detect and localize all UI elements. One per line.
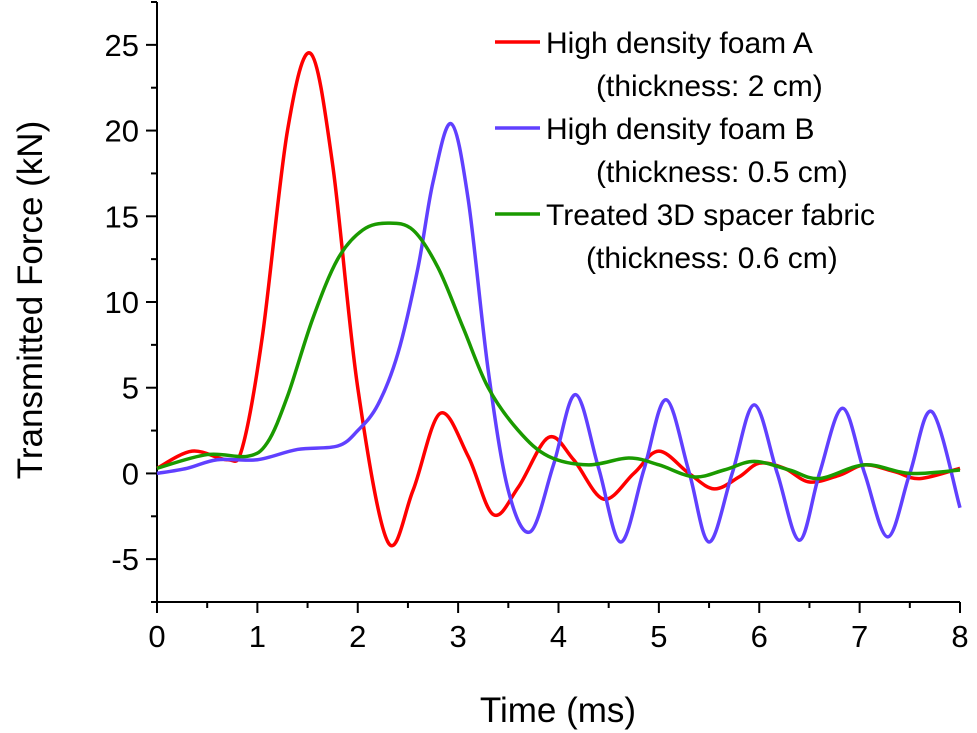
x-tick-label: 4 — [550, 619, 567, 654]
series-line-foam-a — [156, 51, 961, 548]
x-tick-label: 1 — [249, 619, 266, 654]
x-tick-label: 8 — [951, 619, 968, 654]
legend-sub-foam-a: (thickness: 2 cm) — [596, 70, 823, 103]
legend-sub-foam-b: (thickness: 0.5 cm) — [596, 156, 848, 189]
series-line-foam-b — [156, 121, 962, 544]
x-tick-label: 5 — [650, 619, 667, 654]
ticks: 0 1 2 3 4 5 6 7 8 -5 0 5 10 15 20 25 — [105, 1, 969, 654]
series-line-spacer — [156, 221, 961, 481]
y-tick-label: 15 — [105, 199, 139, 234]
axes — [156, 2, 960, 603]
legend-label-foam-a: High density foam A — [546, 27, 813, 60]
y-tick-label: 20 — [105, 114, 139, 149]
x-tick-label: 3 — [450, 619, 467, 654]
x-tick-label: 2 — [349, 619, 366, 654]
x-tick-label: 7 — [851, 619, 868, 654]
y-tick-label: -5 — [111, 542, 139, 577]
series-lines — [156, 51, 962, 548]
y-tick-label: 10 — [105, 285, 139, 320]
y-tick-label: 25 — [105, 28, 139, 63]
legend: High density foam A (thickness: 2 cm) Hi… — [495, 27, 875, 275]
x-tick-label: 0 — [148, 619, 165, 654]
y-axis-label: Transmitted Force (kN) — [11, 121, 50, 479]
x-axis-label: Time (ms) — [480, 691, 636, 730]
legend-label-foam-b: High density foam B — [546, 113, 814, 146]
x-tick-label: 6 — [751, 619, 768, 654]
y-tick-label: 0 — [122, 456, 139, 491]
legend-label-spacer: Treated 3D spacer fabric — [546, 199, 875, 232]
legend-sub-spacer: (thickness: 0.6 cm) — [586, 242, 838, 275]
y-tick-label: 5 — [122, 371, 139, 406]
